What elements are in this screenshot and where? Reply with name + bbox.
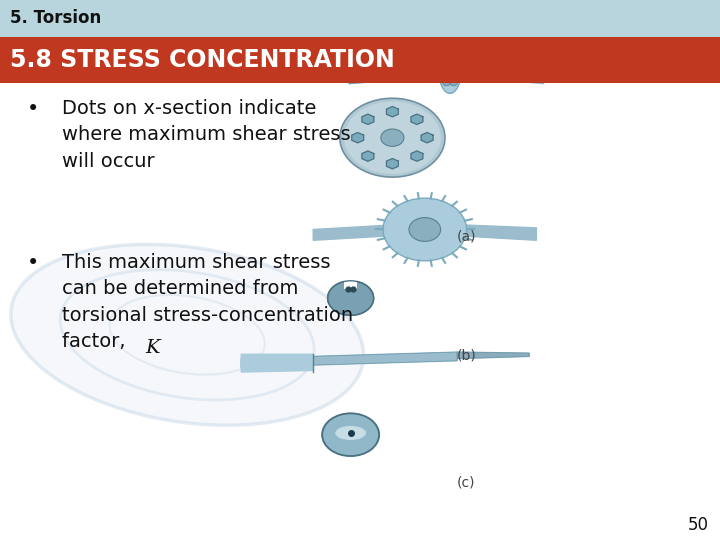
Circle shape <box>344 102 441 174</box>
FancyBboxPatch shape <box>0 37 720 83</box>
FancyBboxPatch shape <box>344 274 357 289</box>
FancyBboxPatch shape <box>0 0 720 37</box>
Text: K: K <box>145 339 160 357</box>
Polygon shape <box>411 151 423 161</box>
Text: Dots on x-section indicate
where maximum shear stress
will occur: Dots on x-section indicate where maximum… <box>62 99 351 171</box>
Text: (c): (c) <box>457 475 476 489</box>
Circle shape <box>340 98 445 177</box>
Text: 5.8 STRESS CONCENTRATION: 5.8 STRESS CONCENTRATION <box>10 48 395 72</box>
Polygon shape <box>313 224 407 240</box>
Polygon shape <box>352 133 364 143</box>
Text: 5. Torsion: 5. Torsion <box>10 9 102 28</box>
Polygon shape <box>387 159 398 169</box>
Circle shape <box>381 129 404 146</box>
Polygon shape <box>421 133 433 143</box>
Text: (b): (b) <box>457 348 477 362</box>
Circle shape <box>450 52 457 58</box>
Text: •: • <box>27 99 40 119</box>
Circle shape <box>443 80 450 86</box>
Text: •: • <box>27 253 40 273</box>
Polygon shape <box>443 224 536 240</box>
Polygon shape <box>454 62 544 84</box>
Ellipse shape <box>438 45 462 93</box>
Polygon shape <box>387 106 398 117</box>
Polygon shape <box>411 114 423 124</box>
Circle shape <box>322 413 379 456</box>
Text: This maximum shear stress
can be determined from
torsional stress-concentration
: This maximum shear stress can be determi… <box>62 253 353 351</box>
Polygon shape <box>362 114 374 124</box>
Circle shape <box>454 66 461 72</box>
Text: (a): (a) <box>457 230 477 244</box>
Circle shape <box>450 80 457 86</box>
Ellipse shape <box>335 426 366 441</box>
Circle shape <box>383 198 467 261</box>
Polygon shape <box>241 354 313 372</box>
Polygon shape <box>349 62 446 84</box>
Text: 50: 50 <box>688 516 709 534</box>
Circle shape <box>439 66 446 72</box>
Ellipse shape <box>11 244 364 426</box>
Circle shape <box>443 52 450 58</box>
Circle shape <box>328 281 374 315</box>
Polygon shape <box>457 352 529 359</box>
Polygon shape <box>241 352 457 367</box>
Polygon shape <box>362 151 374 161</box>
Circle shape <box>409 218 441 241</box>
